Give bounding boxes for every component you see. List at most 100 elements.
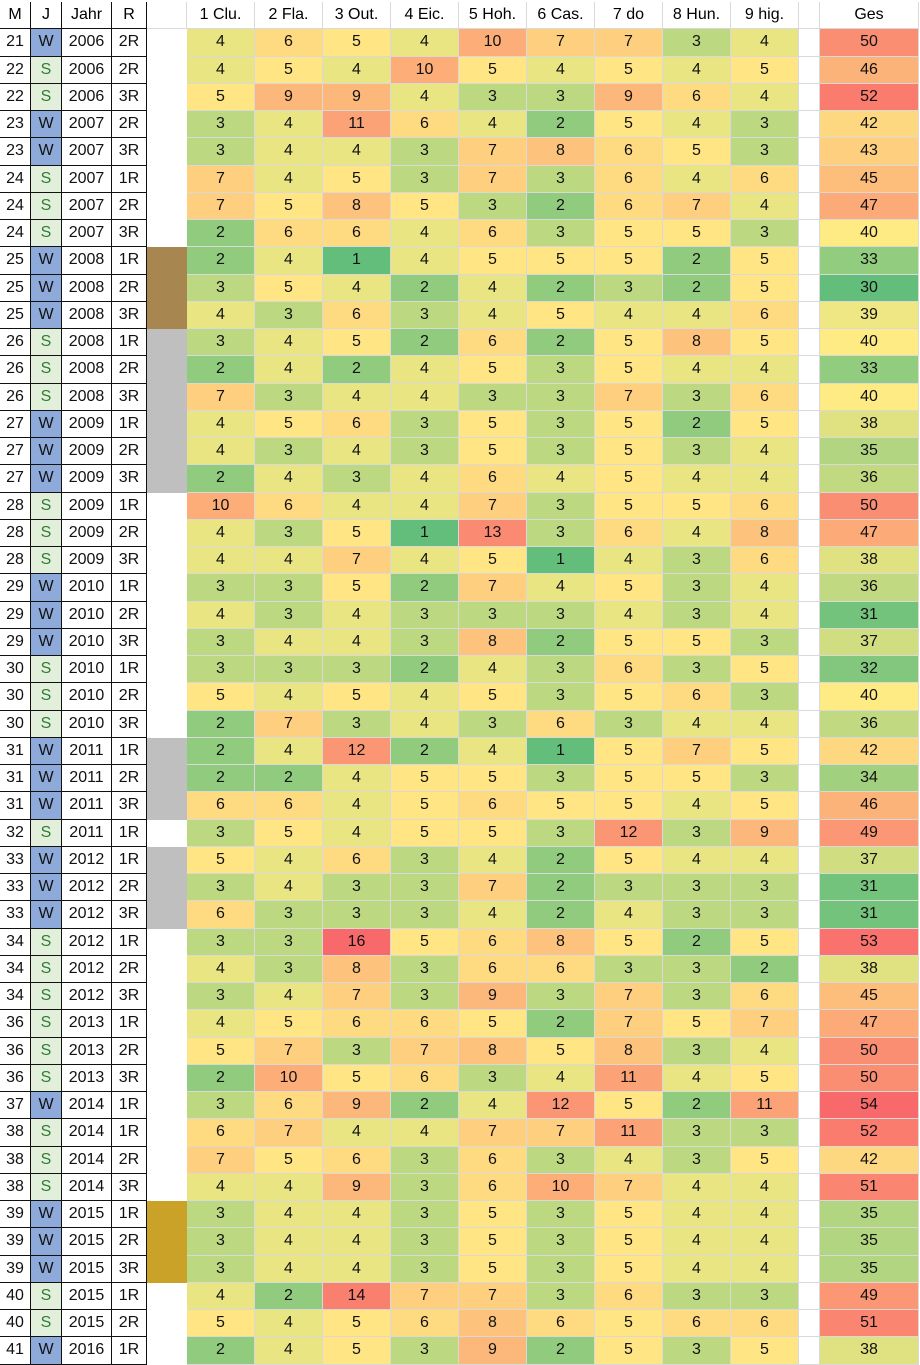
hole-score-cell[interactable]: 4 [527,1064,595,1092]
total-score-cell[interactable]: 31 [820,601,919,629]
cell-season[interactable]: W [31,901,62,929]
hole-score-cell[interactable]: 4 [255,1310,323,1338]
cell-m[interactable]: 39 [0,1228,31,1256]
cell-season[interactable]: W [31,601,62,629]
hole-score-cell[interactable]: 11 [731,1092,799,1120]
hole-score-cell[interactable]: 3 [731,901,799,929]
cell-round[interactable]: 3R [112,547,147,575]
hole-score-cell[interactable]: 3 [527,383,595,411]
hole-score-cell[interactable]: 4 [187,547,255,575]
cell-season[interactable]: S [31,329,62,357]
hole-score-cell[interactable]: 6 [391,1064,459,1092]
hole-score-cell[interactable]: 3 [731,220,799,248]
cell-year[interactable]: 2010 [62,683,112,711]
hole-score-cell[interactable]: 4 [459,111,527,139]
cell-season[interactable]: S [31,547,62,575]
hole-score-cell[interactable]: 4 [255,628,323,656]
hole-score-cell[interactable]: 5 [595,792,663,820]
hole-score-cell[interactable]: 3 [187,983,255,1011]
hole-score-cell[interactable]: 4 [731,1037,799,1065]
hole-score-cell[interactable]: 2 [527,874,595,902]
hole-score-cell[interactable]: 3 [255,601,323,629]
cell-m[interactable]: 38 [0,1119,31,1147]
hole-score-cell[interactable]: 4 [391,83,459,111]
hole-score-cell[interactable]: 5 [731,656,799,684]
total-score-cell[interactable]: 31 [820,874,919,902]
hole-score-cell[interactable]: 4 [255,1228,323,1256]
hole-score-cell[interactable]: 8 [527,928,595,956]
hole-score-cell[interactable]: 4 [731,574,799,602]
hole-score-cell[interactable]: 6 [527,710,595,738]
cell-m[interactable]: 31 [0,765,31,793]
cell-round[interactable]: 2R [112,1037,147,1065]
cell-m[interactable]: 33 [0,846,31,874]
hole-score-cell[interactable]: 5 [595,1255,663,1283]
hole-score-cell[interactable]: 4 [255,683,323,711]
hole-score-cell[interactable]: 4 [323,765,391,793]
hole-score-cell[interactable]: 3 [187,329,255,357]
hole-score-cell[interactable]: 4 [187,1173,255,1201]
hole-score-cell[interactable]: 3 [255,301,323,329]
hole-score-cell[interactable]: 5 [459,247,527,275]
total-score-cell[interactable]: 51 [820,1173,919,1201]
hole-score-cell[interactable]: 6 [595,656,663,684]
hole-score-cell[interactable]: 5 [391,928,459,956]
total-score-cell[interactable]: 42 [820,1146,919,1174]
hole-score-cell[interactable]: 5 [595,438,663,466]
cell-season[interactable]: W [31,792,62,820]
total-score-cell[interactable]: 37 [820,846,919,874]
hole-score-cell[interactable]: 5 [391,765,459,793]
total-score-cell[interactable]: 47 [820,192,919,220]
hole-score-cell[interactable]: 7 [255,1119,323,1147]
hole-score-cell[interactable]: 5 [595,1228,663,1256]
hole-score-cell[interactable]: 5 [255,819,323,847]
cell-m[interactable]: 24 [0,192,31,220]
total-score-cell[interactable]: 38 [820,1337,919,1365]
cell-m[interactable]: 24 [0,220,31,248]
hole-score-cell[interactable]: 3 [527,1255,595,1283]
cell-round[interactable]: 3R [112,901,147,929]
hole-score-cell[interactable]: 4 [663,111,731,139]
hole-score-cell[interactable]: 6 [459,792,527,820]
hole-score-cell[interactable]: 3 [459,192,527,220]
hole-score-cell[interactable]: 6 [391,1310,459,1338]
cell-round[interactable]: 2R [112,192,147,220]
hole-score-cell[interactable]: 3 [663,901,731,929]
cell-round[interactable]: 3R [112,83,147,111]
hole-score-cell[interactable]: 8 [731,519,799,547]
hole-score-cell[interactable]: 3 [255,901,323,929]
hole-score-cell[interactable]: 7 [595,1173,663,1201]
cell-m[interactable]: 26 [0,356,31,384]
total-score-cell[interactable]: 45 [820,983,919,1011]
hole-score-cell[interactable]: 5 [595,220,663,248]
cell-m[interactable]: 28 [0,547,31,575]
total-score-cell[interactable]: 40 [820,329,919,357]
cell-year[interactable]: 2015 [62,1255,112,1283]
cell-season[interactable]: S [31,165,62,193]
hole-score-cell[interactable]: 5 [459,683,527,711]
hole-score-cell[interactable]: 3 [527,83,595,111]
hole-score-cell[interactable]: 5 [459,547,527,575]
cell-season[interactable]: W [31,138,62,166]
cell-season[interactable]: S [31,710,62,738]
cell-year[interactable]: 2012 [62,955,112,983]
hole-score-cell[interactable]: 5 [731,928,799,956]
cell-m[interactable]: 34 [0,983,31,1011]
hole-score-cell[interactable]: 2 [187,765,255,793]
hole-score-cell[interactable]: 5 [187,83,255,111]
hole-score-cell[interactable]: 9 [255,83,323,111]
cell-season[interactable]: S [31,1037,62,1065]
hole-score-cell[interactable]: 3 [595,874,663,902]
hole-score-cell[interactable]: 3 [391,846,459,874]
hole-score-cell[interactable]: 4 [663,1228,731,1256]
hole-score-cell[interactable]: 4 [731,710,799,738]
hole-score-cell[interactable]: 7 [595,383,663,411]
hole-score-cell[interactable]: 3 [187,628,255,656]
hole-score-cell[interactable]: 4 [731,356,799,384]
hole-score-cell[interactable]: 5 [527,792,595,820]
hole-score-cell[interactable]: 9 [459,983,527,1011]
hole-score-cell[interactable]: 5 [323,1310,391,1338]
hole-score-cell[interactable]: 4 [663,301,731,329]
cell-round[interactable]: 2R [112,1310,147,1338]
cell-m[interactable]: 21 [0,29,31,57]
